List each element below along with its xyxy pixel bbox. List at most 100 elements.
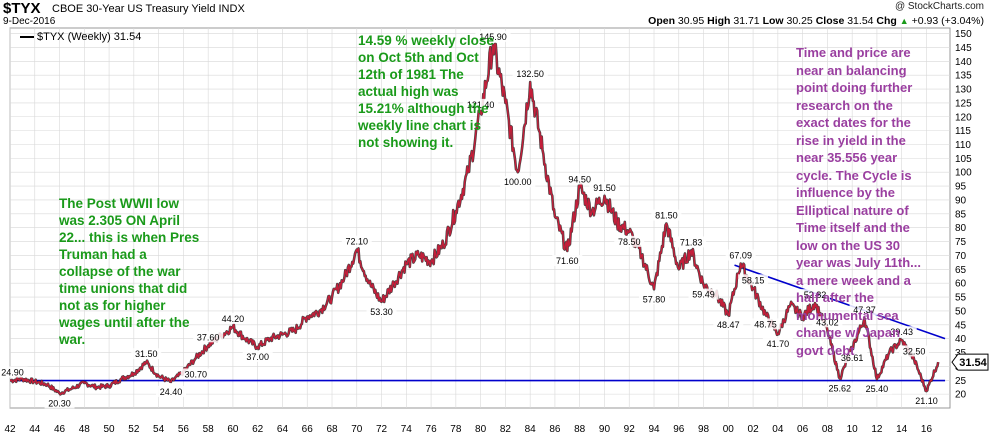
- annotation-1981-peak-line: actual high was: [358, 84, 459, 99]
- point-label-bg: [713, 319, 744, 331]
- x-tick-label: 88: [574, 424, 586, 435]
- point-label-bg: [899, 345, 930, 357]
- point-label-bg: [193, 331, 224, 343]
- point-label: 21.10: [915, 396, 938, 406]
- annotation-postwar-low-line: not as for higher: [59, 298, 166, 313]
- point-label-bg: [463, 98, 499, 110]
- point-label-bg: [512, 68, 548, 80]
- chg-arrow-icon: ▲: [899, 16, 909, 26]
- x-tick-label: 42: [4, 424, 16, 435]
- annotation-cycle-note-line: Time itself and the: [796, 220, 910, 235]
- x-tick-label: 82: [500, 424, 512, 435]
- close-label: Close: [815, 15, 845, 27]
- chart-grid: [9, 27, 951, 409]
- point-label: 20.30: [48, 398, 71, 408]
- y-tick-label: 150: [955, 29, 972, 40]
- point-label-bg: [824, 382, 855, 394]
- annotation-1981-peak: 14.59 % weekly close on Oct 5th and Oct 12…: [358, 32, 528, 151]
- last-value-box: [951, 353, 989, 371]
- point-label-bg: [589, 181, 620, 193]
- x-tick-label: 44: [29, 424, 41, 435]
- point-label: 30.70: [185, 369, 208, 379]
- close-value: 31.54: [847, 15, 874, 27]
- x-tick-label: 64: [277, 424, 289, 435]
- y-tick-label: 35: [955, 348, 967, 359]
- point-label: 67.09: [729, 251, 752, 261]
- annotation-cycle-note-line: near 35.556 year: [796, 150, 898, 165]
- point-label-bg: [738, 274, 769, 286]
- point-label-bg: [800, 289, 831, 301]
- open-label: Open: [648, 15, 675, 27]
- x-tick-label: 86: [549, 424, 561, 435]
- point-label-bg: [366, 305, 397, 317]
- x-tick-label: 14: [896, 424, 908, 435]
- y-tick-label: 25: [955, 376, 967, 387]
- chg-label: Chg: [876, 15, 897, 27]
- y-tick-label: 125: [955, 98, 972, 109]
- point-label-bg: [475, 30, 511, 42]
- last-value-marker: 31.54: [951, 353, 989, 371]
- series-line: [10, 43, 939, 396]
- point-label: 58.15: [742, 275, 765, 285]
- point-label: 91.50: [593, 183, 616, 193]
- x-tick-label: 84: [525, 424, 537, 435]
- point-label-bg: [0, 366, 28, 378]
- x-tick-label: 76: [426, 424, 438, 435]
- point-label: 43.02: [816, 317, 839, 327]
- point-label-bg: [614, 235, 645, 247]
- y-tick-label: 105: [955, 154, 972, 165]
- y-tick-label: 145: [955, 43, 972, 54]
- x-tick-label: 06: [797, 424, 809, 435]
- point-label-bg: [500, 176, 536, 188]
- point-label: 81.50: [655, 211, 678, 221]
- x-tick-label: 68: [326, 424, 338, 435]
- x-tick-label: 96: [673, 424, 685, 435]
- y-tick-label: 80: [955, 223, 967, 234]
- y-tick-label: 110: [955, 140, 971, 151]
- point-label-bg: [837, 352, 868, 364]
- point-label: 78.50: [618, 237, 641, 247]
- point-label: 39.43: [890, 327, 913, 337]
- point-label: 37.00: [246, 352, 269, 362]
- y-tick-label: 95: [955, 182, 967, 193]
- x-tick-label: 48: [79, 424, 91, 435]
- x-tick-label: 72: [376, 424, 388, 435]
- point-label: 31.50: [135, 349, 158, 359]
- point-label-bg: [762, 337, 793, 349]
- annotation-postwar-low-line: time unions that did: [59, 281, 188, 296]
- point-label: 25.62: [829, 384, 852, 394]
- y-tick-label: 45: [955, 320, 967, 331]
- annotation-postwar-low: The Post WWII low was 2.305 ON April 22...…: [59, 195, 249, 348]
- annotation-cycle-note-line: point doing further: [796, 80, 913, 95]
- x-tick-label: 60: [227, 424, 239, 435]
- annotation-1981-peak-line: 12th of 1981 The: [358, 67, 464, 82]
- y-tick-label: 70: [955, 251, 967, 262]
- annotation-postwar-low-line: The Post WWII low: [59, 196, 179, 211]
- point-label: 100.00: [504, 177, 532, 187]
- annotation-cycle-note-line: exact dates for the: [796, 115, 911, 130]
- y-tick-label: 115: [955, 126, 971, 137]
- x-tick-label: 92: [624, 424, 636, 435]
- low-value: 30.25: [786, 15, 813, 27]
- annotation-postwar-low-line: war.: [59, 332, 86, 347]
- x-tick-label: 70: [351, 424, 363, 435]
- y-tick-label: 120: [955, 112, 972, 123]
- x-tick-label: 66: [302, 424, 314, 435]
- point-label: 71.83: [680, 237, 703, 247]
- point-label-bg: [812, 316, 843, 328]
- low-label: Low: [762, 15, 784, 27]
- y-tick-label: 20: [955, 390, 967, 401]
- point-label: 41.70: [767, 339, 790, 349]
- annotation-cycle-note-line: rise in yield in the: [796, 132, 906, 148]
- x-tick-label: 00: [723, 424, 735, 435]
- annotation-cycle-note-line: monumental sea: [796, 307, 899, 323]
- x-tick-label: 54: [153, 424, 165, 435]
- point-label-bg: [861, 383, 892, 395]
- annotation-cycle-note-line: Time and price are: [796, 45, 911, 60]
- ohlc-readout: Open 30.95 High 31.71 Low 30.25 Close 31…: [648, 15, 984, 27]
- annotation-cycle-note-line: low on the US 30: [796, 237, 901, 253]
- y-tick-label: 75: [955, 237, 967, 248]
- legend-label: $TYX (Weekly) 31.54: [37, 31, 142, 43]
- chart-legend: $TYX (Weekly) 31.54: [20, 31, 141, 43]
